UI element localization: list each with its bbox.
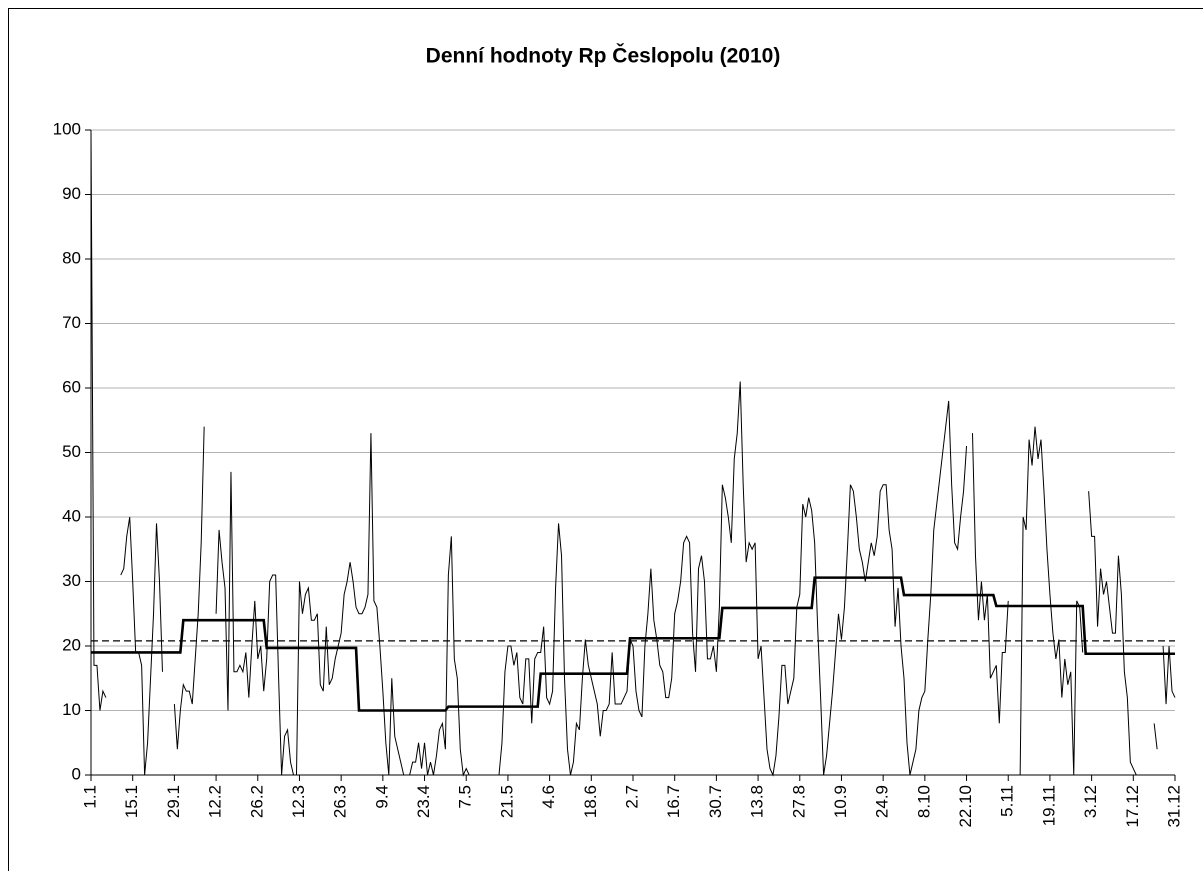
- x-tick-label: 17.12: [1123, 785, 1142, 828]
- daily-line: [1088, 491, 1140, 776]
- y-tick-label: 70: [62, 313, 81, 332]
- x-tick-label: 19.11: [1039, 785, 1058, 826]
- y-tick-label: 50: [62, 442, 81, 461]
- daily-line: [120, 516, 163, 776]
- daily-line: [1019, 426, 1084, 776]
- chart-frame: [8, 8, 1203, 871]
- x-tick-label: 23.4: [414, 785, 433, 818]
- y-tick-label: 10: [62, 700, 81, 719]
- x-tick-label: 13.8: [748, 785, 767, 818]
- x-tick-label: 26.2: [247, 785, 266, 818]
- x-tick-label: 12.3: [289, 785, 308, 818]
- y-tick-label: 100: [53, 119, 81, 138]
- x-tick-label: 3.12: [1081, 785, 1100, 818]
- x-tick-label: 30.7: [706, 785, 725, 818]
- x-tick-label: 15.1: [122, 785, 141, 818]
- daily-line: [215, 381, 968, 777]
- x-tick-label: 21.5: [497, 785, 516, 818]
- x-tick-label: 8.10: [914, 785, 933, 818]
- y-tick-label: 0: [72, 764, 81, 783]
- x-tick-label: 7.5: [456, 785, 475, 809]
- y-tick-label: 60: [62, 377, 81, 396]
- daily-line: [1162, 645, 1176, 705]
- y-tick-label: 90: [62, 184, 81, 203]
- y-tick-label: 40: [62, 506, 81, 525]
- y-tick-label: 20: [62, 635, 81, 654]
- x-tick-label: 4.6: [539, 785, 558, 809]
- x-tick-label: 5.11: [998, 785, 1017, 817]
- x-tick-label: 16.7: [664, 785, 683, 818]
- x-tick-label: 10.9: [831, 785, 850, 818]
- daily-line: [1153, 723, 1158, 750]
- x-tick-label: 1.1: [80, 785, 99, 809]
- x-tick-label: 12.2: [206, 785, 225, 818]
- x-tick-label: 9.4: [372, 785, 391, 809]
- chart-title: Denní hodnoty Rp Česlopolu (2010): [426, 44, 781, 68]
- x-tick-label: 27.8: [789, 785, 808, 818]
- daily-line: [173, 426, 205, 750]
- y-tick-label: 30: [62, 571, 81, 590]
- x-tick-label: 2.7: [622, 785, 641, 809]
- daily-line: [90, 129, 107, 711]
- monthly-mean-line: [91, 576, 1175, 712]
- x-tick-label: 31.12: [1164, 785, 1183, 828]
- x-tick-label: 22.10: [956, 785, 975, 828]
- x-tick-label: 18.6: [581, 785, 600, 818]
- daily-line: [971, 433, 1009, 724]
- x-tick-label: 29.1: [164, 785, 183, 818]
- x-tick-label: 26.3: [331, 785, 350, 818]
- x-tick-label: 24.9: [873, 785, 892, 818]
- y-tick-label: 80: [62, 248, 81, 267]
